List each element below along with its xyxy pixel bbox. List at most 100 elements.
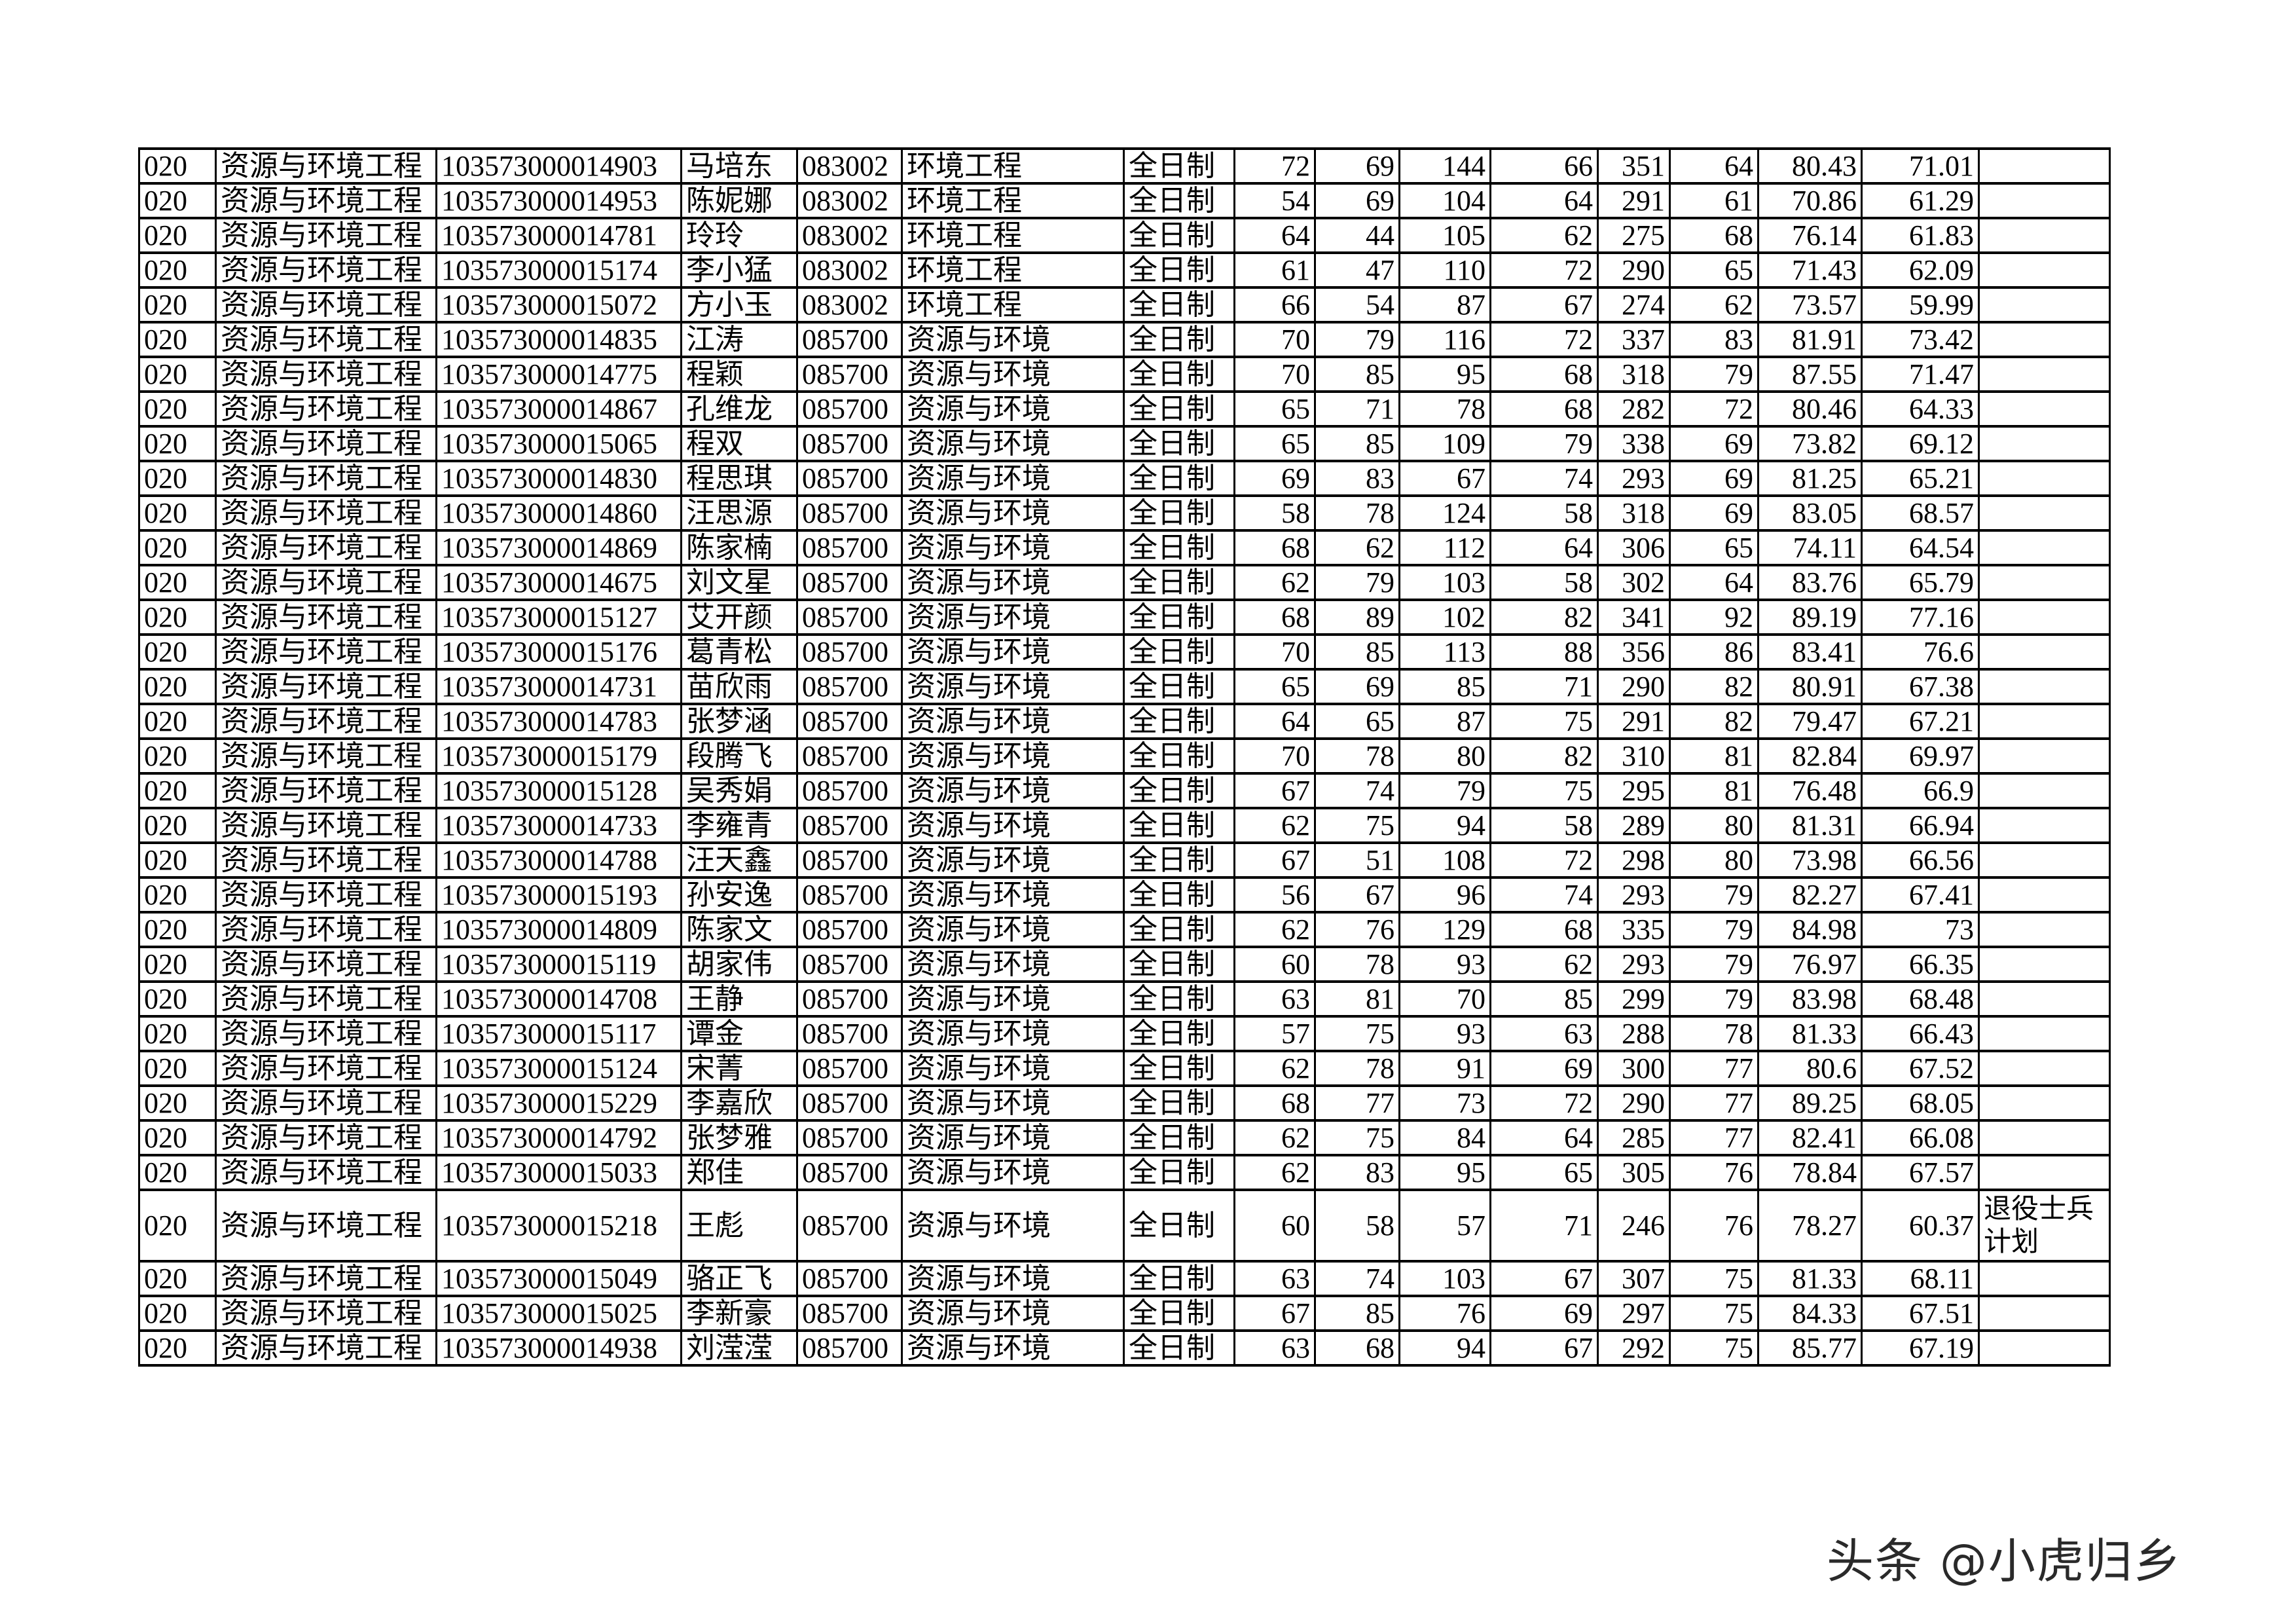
cell-score-english: 62 bbox=[1314, 529, 1400, 566]
cell-study-mode: 全日制 bbox=[1123, 946, 1235, 983]
cell-final-score: 67.41 bbox=[1861, 876, 1980, 913]
cell-candidate-id: 103573000014938 bbox=[435, 1329, 682, 1367]
cell-interview-score: 81.91 bbox=[1757, 321, 1863, 358]
cell-total-score: 298 bbox=[1597, 841, 1671, 879]
cell-score-english: 85 bbox=[1314, 1295, 1400, 1332]
cell-interview-score: 83.76 bbox=[1757, 564, 1863, 601]
cell-score-subject2: 75 bbox=[1489, 772, 1599, 809]
cell-score-subject2: 74 bbox=[1489, 460, 1599, 497]
cell-retest-score: 76 bbox=[1669, 1189, 1759, 1263]
cell-college-name: 资源与环境工程 bbox=[215, 425, 437, 462]
cell-total-score: 285 bbox=[1597, 1119, 1671, 1156]
cell-study-mode: 全日制 bbox=[1123, 286, 1235, 323]
table-row: 020 资源与环境工程 103573000014953 陈妮娜 083002 环境工程 全日… bbox=[138, 182, 2111, 219]
cell-score-subject1: 129 bbox=[1398, 911, 1491, 948]
cell-score-english: 75 bbox=[1314, 1119, 1400, 1156]
cell-study-mode: 全日制 bbox=[1123, 390, 1235, 428]
cell-study-mode: 全日制 bbox=[1123, 564, 1235, 601]
cell-candidate-id: 103573000014781 bbox=[435, 217, 682, 254]
cell-interview-score: 74.11 bbox=[1757, 529, 1863, 566]
cell-retest-score: 78 bbox=[1669, 1015, 1759, 1052]
cell-score-english: 44 bbox=[1314, 217, 1400, 254]
cell-study-mode: 全日制 bbox=[1123, 599, 1235, 636]
cell-major-name: 资源与环境 bbox=[901, 599, 1125, 636]
cell-score-subject2: 67 bbox=[1489, 286, 1599, 323]
cell-candidate-id: 103573000014708 bbox=[435, 980, 682, 1018]
cell-major-code: 083002 bbox=[796, 182, 903, 219]
cell-score-english: 78 bbox=[1314, 737, 1400, 775]
cell-candidate-id: 103573000014809 bbox=[435, 911, 682, 948]
table-row: 020 资源与环境工程 103573000015025 李新豪 085700 资源与环境全… bbox=[138, 1295, 2111, 1332]
cell-interview-score: 84.33 bbox=[1757, 1295, 1863, 1332]
cell-college-name: 资源与环境工程 bbox=[215, 564, 437, 601]
cell-score-politics: 66 bbox=[1233, 286, 1316, 323]
cell-final-score: 73.42 bbox=[1861, 321, 1980, 358]
cell-major-code: 085700 bbox=[796, 425, 903, 462]
cell-final-score: 67.52 bbox=[1861, 1050, 1980, 1087]
cell-interview-score: 73.82 bbox=[1757, 425, 1863, 462]
cell-major-code: 085700 bbox=[796, 1015, 903, 1052]
cell-final-score: 64.33 bbox=[1861, 390, 1980, 428]
cell-name: 吴秀娟 bbox=[680, 772, 798, 809]
cell-college-name: 资源与环境工程 bbox=[215, 460, 437, 497]
cell-major-name: 资源与环境 bbox=[901, 946, 1125, 983]
cell-final-score: 68.57 bbox=[1861, 494, 1980, 532]
cell-college-code: 020 bbox=[138, 1119, 217, 1156]
cell-candidate-id: 103573000015179 bbox=[435, 737, 682, 775]
cell-score-subject1: 95 bbox=[1398, 356, 1491, 393]
cell-college-code: 020 bbox=[138, 1329, 217, 1367]
cell-remark bbox=[1978, 251, 2111, 289]
cell-college-code: 020 bbox=[138, 1084, 217, 1122]
cell-remark bbox=[1978, 460, 2111, 497]
cell-total-score: 293 bbox=[1597, 946, 1671, 983]
cell-score-subject2: 69 bbox=[1489, 1050, 1599, 1087]
cell-interview-score: 79.47 bbox=[1757, 703, 1863, 740]
cell-name: 刘滢滢 bbox=[680, 1329, 798, 1367]
cell-score-politics: 68 bbox=[1233, 1084, 1316, 1122]
table-row: 020 资源与环境工程 103573000014731 苗欣雨 085700 资源与环境全… bbox=[138, 668, 2111, 705]
cell-study-mode: 全日制 bbox=[1123, 633, 1235, 671]
cell-final-score: 62.09 bbox=[1861, 251, 1980, 289]
cell-college-code: 020 bbox=[138, 182, 217, 219]
cell-major-name: 资源与环境 bbox=[901, 911, 1125, 948]
cell-major-name: 资源与环境 bbox=[901, 425, 1125, 462]
cell-score-politics: 60 bbox=[1233, 946, 1316, 983]
cell-interview-score: 73.98 bbox=[1757, 841, 1863, 879]
cell-retest-score: 72 bbox=[1669, 390, 1759, 428]
cell-score-politics: 65 bbox=[1233, 390, 1316, 428]
cell-college-name: 资源与环境工程 bbox=[215, 946, 437, 983]
cell-name: 李嘉欣 bbox=[680, 1084, 798, 1122]
cell-score-subject2: 74 bbox=[1489, 876, 1599, 913]
cell-retest-score: 65 bbox=[1669, 529, 1759, 566]
cell-score-english: 78 bbox=[1314, 1050, 1400, 1087]
cell-total-score: 290 bbox=[1597, 668, 1671, 705]
cell-name: 宋菁 bbox=[680, 1050, 798, 1087]
cell-score-politics: 67 bbox=[1233, 772, 1316, 809]
cell-score-subject2: 64 bbox=[1489, 529, 1599, 566]
cell-score-politics: 64 bbox=[1233, 703, 1316, 740]
cell-score-subject1: 79 bbox=[1398, 772, 1491, 809]
cell-name: 陈妮娜 bbox=[680, 182, 798, 219]
cell-remark bbox=[1978, 807, 2111, 844]
cell-name: 郑佳 bbox=[680, 1154, 798, 1191]
cell-retest-score: 69 bbox=[1669, 425, 1759, 462]
cell-score-subject2: 75 bbox=[1489, 703, 1599, 740]
table-row: 020 资源与环境工程 103573000015193 孙安逸 085700 资源与环境全… bbox=[138, 876, 2111, 913]
cell-college-name: 资源与环境工程 bbox=[215, 1084, 437, 1122]
cell-name: 李雍青 bbox=[680, 807, 798, 844]
table-row: 020 资源与环境工程 103573000015117 谭金 085700 资源与环境 全日… bbox=[138, 1015, 2111, 1052]
cell-major-name: 资源与环境 bbox=[901, 356, 1125, 393]
cell-name: 马培东 bbox=[680, 147, 798, 185]
cell-remark bbox=[1978, 286, 2111, 323]
cell-college-code: 020 bbox=[138, 599, 217, 636]
table-row: 020 资源与环境工程 103573000014867 孔维龙 085700 资源与环境全… bbox=[138, 390, 2111, 428]
admission-score-table: 020 资源与环境工程 103573000014903 马培东 083002 环境工程 全日… bbox=[138, 147, 2111, 1367]
table-row: 020 资源与环境工程 103573000014781 玲玲 083002 环境工程 全日制… bbox=[138, 217, 2111, 254]
cell-major-name: 环境工程 bbox=[901, 286, 1125, 323]
cell-score-subject2: 64 bbox=[1489, 182, 1599, 219]
cell-college-name: 资源与环境工程 bbox=[215, 911, 437, 948]
cell-candidate-id: 103573000015033 bbox=[435, 1154, 682, 1191]
cell-name: 骆正飞 bbox=[680, 1260, 798, 1297]
cell-major-name: 资源与环境 bbox=[901, 1154, 1125, 1191]
cell-major-code: 085700 bbox=[796, 703, 903, 740]
